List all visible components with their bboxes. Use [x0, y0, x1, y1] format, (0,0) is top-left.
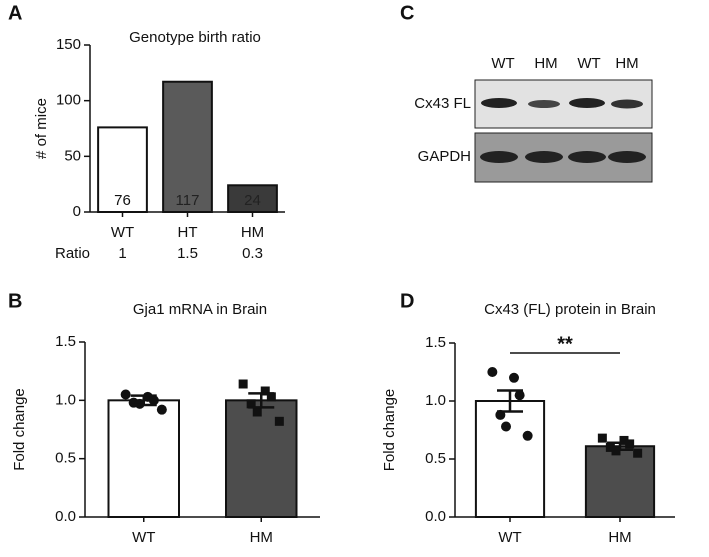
- annotation: **: [557, 333, 573, 355]
- chart-title: Gja1 mRNA in Brain: [133, 301, 267, 318]
- data-point: [605, 442, 615, 452]
- x-tick-label: HM: [608, 529, 631, 546]
- data-point: [252, 407, 262, 417]
- row-label: Cx43 FL: [414, 95, 471, 112]
- ratio-label: Ratio: [55, 245, 90, 262]
- y-tick-label: 150: [56, 36, 81, 53]
- y-tick-label: 0.0: [55, 508, 76, 525]
- data-label: 24: [244, 192, 261, 209]
- bar: [584, 445, 656, 518]
- band: [568, 151, 606, 163]
- band: [525, 151, 563, 163]
- data-point: [509, 372, 519, 383]
- data-label: 117: [176, 192, 200, 209]
- y-tick-label: 0.5: [425, 450, 446, 467]
- data-point: [148, 395, 159, 406]
- band: [608, 151, 646, 163]
- lane-label: HM: [615, 55, 638, 72]
- row-label: GAPDH: [418, 148, 471, 165]
- data-point: [522, 430, 533, 441]
- bar: [97, 126, 148, 213]
- bar: [225, 399, 298, 519]
- y-tick-label: 1.5: [55, 333, 76, 350]
- band: [528, 100, 560, 108]
- x-tick-label: HT: [178, 224, 198, 241]
- y-axis-label: # of mice: [33, 98, 50, 159]
- data-point: [246, 399, 256, 409]
- data-point: [501, 421, 511, 432]
- x-tick-label: WT: [498, 529, 521, 546]
- ratio-value: 1: [118, 245, 126, 262]
- data-point: [120, 389, 131, 400]
- lane-label: WT: [491, 55, 514, 72]
- panel-label: C: [400, 2, 414, 24]
- y-tick-label: 0: [73, 203, 81, 220]
- data-point: [156, 404, 167, 415]
- y-tick-label: 1.0: [425, 392, 446, 409]
- lane-label: HM: [534, 55, 557, 72]
- data-point: [514, 390, 525, 401]
- data-point: [260, 386, 270, 396]
- blot-panel: C WT HM WT HM Cx43 FL GAPDH: [400, 2, 653, 183]
- data-point: [619, 435, 629, 445]
- data-label: 76: [114, 192, 131, 209]
- y-tick-label: 50: [64, 147, 81, 164]
- x-tick-label: HM: [250, 529, 273, 546]
- bar: [107, 399, 180, 519]
- error-bar: [248, 392, 275, 409]
- bar: [474, 400, 546, 518]
- error-bar: [497, 389, 523, 413]
- data-point: [274, 416, 284, 426]
- chart-title: Cx43 (FL) protein in Brain: [484, 301, 656, 318]
- x-tick-label: HM: [241, 224, 264, 241]
- y-tick-label: 100: [56, 92, 81, 109]
- lane-label: WT: [577, 55, 600, 72]
- y-tick-label: 0.0: [425, 508, 446, 525]
- band: [569, 98, 605, 108]
- chart-title: Genotype birth ratio: [129, 29, 261, 46]
- data-point: [597, 433, 607, 443]
- ratio-value: 0.3: [242, 245, 263, 262]
- y-axis-label: Fold change: [381, 389, 398, 472]
- data-point: [238, 379, 248, 389]
- data-point: [266, 392, 276, 402]
- band: [611, 99, 643, 109]
- data-point: [487, 367, 498, 377]
- x-tick-label: WT: [111, 224, 134, 241]
- y-axis-label: Fold change: [11, 388, 28, 471]
- x-tick-label: WT: [132, 529, 155, 546]
- panel-label: A: [8, 2, 22, 24]
- ratio-value: 1.5: [177, 245, 198, 262]
- error-bar: [130, 394, 157, 407]
- band: [481, 98, 517, 108]
- panel-label: D: [400, 290, 414, 312]
- y-tick-label: 0.5: [55, 450, 76, 467]
- y-tick-label: 1.0: [55, 391, 76, 408]
- error-bar: [607, 441, 633, 451]
- panel-label: B: [8, 290, 22, 312]
- band: [480, 151, 518, 163]
- y-tick-label: 1.5: [425, 334, 446, 351]
- data-point: [633, 448, 643, 458]
